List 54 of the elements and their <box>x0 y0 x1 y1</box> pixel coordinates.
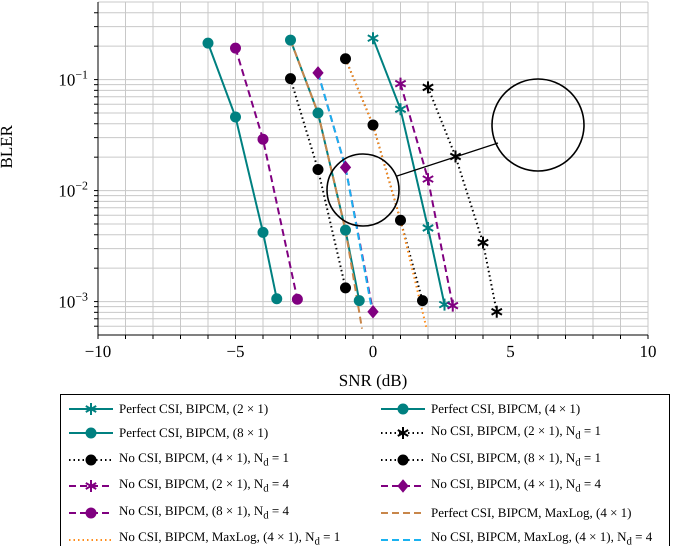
point <box>366 31 380 46</box>
legend-label: No CSI, BIPCM, (2 × 1), N$_{d}$ = 4 <box>119 475 289 497</box>
point <box>354 295 365 306</box>
point <box>422 80 434 94</box>
point <box>340 224 351 236</box>
x-tick-label: −5 <box>226 342 245 361</box>
legend-label: No CSI, BIPCM, (4 × 1), N$_{d}$ = 4 <box>431 475 601 497</box>
point <box>394 76 407 91</box>
point <box>271 293 282 304</box>
legend-label: No CSI, BIPCM, (2 × 1), N$_{d}$ = 1 <box>431 422 601 444</box>
legend-label: No CSI, BIPCM, (4 × 1), N$_{d}$ = 1 <box>119 448 289 470</box>
x-axis-title: SNR (dB) <box>338 371 408 390</box>
point <box>312 66 324 80</box>
y-tick-label: 10$^{−3}$ <box>58 290 88 312</box>
point <box>312 164 324 175</box>
point <box>230 42 241 54</box>
legend-label: No CSI, BIPCM, MaxLog, (4 × 1), N$_{d}$ = 1 <box>119 528 340 546</box>
point <box>476 236 490 250</box>
point <box>422 172 434 186</box>
legend-label: Perfect CSI, BIPCM, (4 × 1) <box>431 400 580 418</box>
legend-label: No CSI, BIPCM, MaxLog, (4 × 1), N$_{d}$ = 4 <box>431 528 652 546</box>
legend-label: Perfect CSI, BIPCM, MaxLog, (4 × 1) <box>431 504 632 522</box>
point <box>446 298 459 313</box>
point <box>312 108 324 118</box>
point <box>230 112 241 123</box>
y-axis-title: BLER <box>0 124 16 168</box>
x-tick-label: −10 <box>84 342 112 361</box>
x-tick-label: 5 <box>506 342 515 361</box>
legend-label: Perfect CSI, BIPCM, (8 × 1) <box>119 424 268 442</box>
point <box>368 119 378 130</box>
point <box>340 160 351 174</box>
point <box>285 73 296 84</box>
point <box>417 295 428 306</box>
point <box>490 304 503 319</box>
legend-label: Perfect CSI, BIPCM, (2 × 1) <box>119 400 268 418</box>
point <box>202 38 214 49</box>
y-tick-label: 10$^{−2}$ <box>58 178 88 201</box>
point <box>394 102 407 116</box>
point <box>438 298 451 312</box>
point <box>258 134 268 145</box>
point <box>340 282 351 294</box>
y-tick-label: 10$^{−1}$ <box>58 68 88 90</box>
point <box>285 34 296 46</box>
point <box>258 226 268 238</box>
point <box>368 305 378 318</box>
legend-label: No CSI, BIPCM, (8 × 1), N$_{d}$ = 4 <box>119 502 289 524</box>
x-tick-label: 10 <box>640 342 656 361</box>
x-tick-label: 0 <box>368 342 378 361</box>
legend-label: No CSI, BIPCM, (8 × 1), N$_{d}$ = 1 <box>431 448 601 470</box>
point <box>395 214 406 226</box>
point <box>340 53 351 64</box>
point <box>422 221 434 236</box>
point <box>449 149 462 164</box>
point <box>292 294 303 305</box>
